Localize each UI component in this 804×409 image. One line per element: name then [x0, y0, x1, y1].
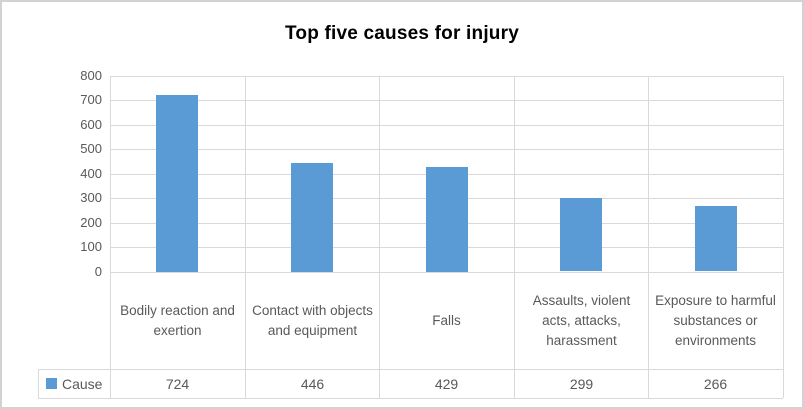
- y-axis-tick-label: 500: [80, 141, 102, 156]
- value-cell: 446: [300, 375, 325, 392]
- value-cell: 299: [569, 375, 594, 392]
- y-axis-line: [110, 76, 111, 398]
- y-axis-tick-label: 600: [80, 117, 102, 132]
- chart-title: Top five causes for injury: [285, 23, 519, 44]
- bar-2: [291, 163, 333, 272]
- category-label: Exposure to harmful substances or enviro…: [655, 292, 776, 349]
- category-label: Bodily reaction and exertion: [120, 302, 235, 338]
- y-axis-tick-label: 0: [94, 264, 102, 279]
- column-gridline: [379, 76, 380, 398]
- y-gridline: [110, 76, 783, 77]
- value-cell: 724: [165, 375, 190, 392]
- y-gridline: [110, 272, 783, 273]
- y-axis-tick-label: 700: [80, 92, 102, 107]
- y-gridline: [110, 100, 783, 101]
- legend-cell: Cause: [38, 369, 110, 398]
- y-gridline: [110, 125, 783, 126]
- y-axis-tick-label: 400: [80, 166, 102, 181]
- y-axis-tick-label: 200: [80, 215, 102, 230]
- bar-3: [426, 167, 468, 272]
- category-label: Assaults, violent acts, attacks, harassm…: [532, 292, 631, 349]
- table-bottom-border: [38, 398, 783, 399]
- value-cell: 266: [703, 375, 728, 392]
- legend-color-swatch-icon: [46, 378, 57, 389]
- legend-cell-left-border: [38, 369, 39, 398]
- column-gridline: [245, 76, 246, 398]
- legend-series-label: Cause: [62, 375, 103, 392]
- table-row-border: [38, 369, 783, 370]
- category-label: Falls: [432, 312, 461, 328]
- y-axis-tick-label: 800: [80, 68, 102, 83]
- y-gridline: [110, 149, 783, 150]
- column-gridline: [648, 76, 649, 398]
- value-cell: 429: [434, 375, 459, 392]
- bar-5: [695, 206, 737, 271]
- y-axis-tick-label: 300: [80, 190, 102, 205]
- bar-1: [156, 95, 198, 272]
- category-label: Contact with objects and equipment: [252, 302, 373, 338]
- column-gridline: [783, 76, 784, 398]
- y-axis-tick-label: 100: [80, 239, 102, 254]
- column-gridline: [514, 76, 515, 398]
- bar-4: [560, 198, 602, 271]
